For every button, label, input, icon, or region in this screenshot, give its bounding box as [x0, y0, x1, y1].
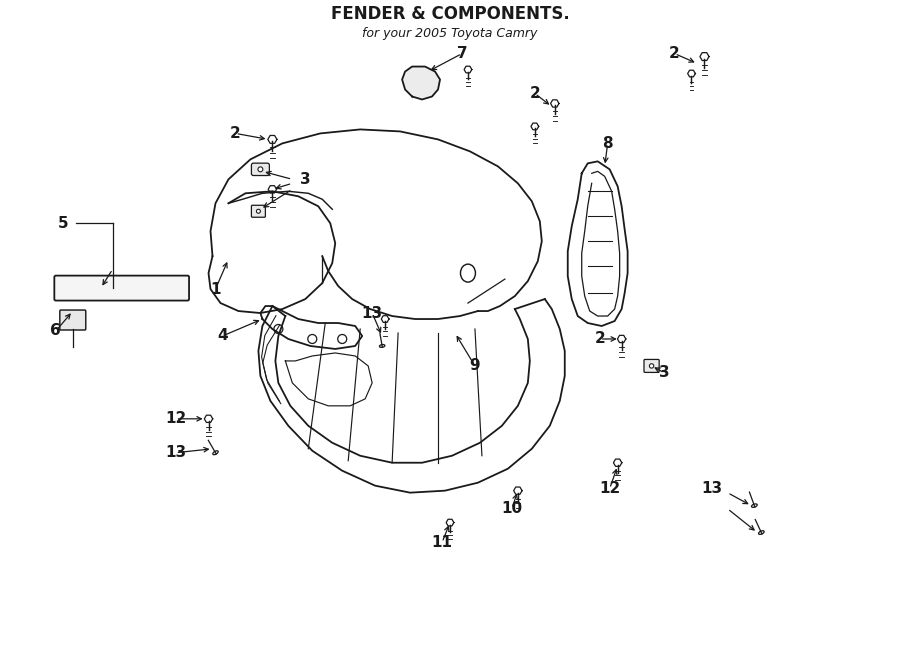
Ellipse shape [256, 210, 260, 214]
Text: 1: 1 [211, 282, 220, 297]
Text: for your 2005 Toyota Camry: for your 2005 Toyota Camry [363, 27, 537, 40]
Text: FENDER & COMPONENTS.: FENDER & COMPONENTS. [330, 5, 570, 22]
Text: 2: 2 [230, 126, 241, 141]
FancyBboxPatch shape [251, 163, 269, 176]
Text: 13: 13 [165, 446, 186, 460]
Text: 2: 2 [594, 331, 605, 346]
Text: 13: 13 [701, 481, 722, 496]
Circle shape [338, 334, 346, 344]
Ellipse shape [650, 364, 653, 368]
Ellipse shape [752, 504, 757, 508]
Text: 12: 12 [599, 481, 620, 496]
Circle shape [274, 325, 283, 334]
Text: 4: 4 [217, 329, 228, 344]
FancyBboxPatch shape [644, 360, 659, 372]
Text: 10: 10 [501, 501, 522, 516]
Ellipse shape [212, 451, 218, 455]
FancyBboxPatch shape [59, 310, 86, 330]
Ellipse shape [461, 264, 475, 282]
Ellipse shape [759, 531, 764, 535]
Text: 3: 3 [659, 366, 670, 381]
Text: 2: 2 [670, 46, 680, 61]
Text: 5: 5 [58, 215, 68, 231]
Text: 2: 2 [529, 86, 540, 101]
Circle shape [308, 334, 317, 344]
Text: 7: 7 [456, 46, 467, 61]
Ellipse shape [380, 344, 385, 348]
Text: 9: 9 [470, 358, 481, 373]
FancyBboxPatch shape [251, 206, 266, 217]
Polygon shape [402, 67, 440, 100]
Text: 6: 6 [50, 323, 61, 338]
Text: 12: 12 [165, 411, 186, 426]
Text: 3: 3 [300, 172, 310, 187]
Text: 8: 8 [602, 136, 613, 151]
FancyBboxPatch shape [54, 276, 189, 301]
Text: 13: 13 [362, 305, 382, 321]
Ellipse shape [258, 167, 263, 172]
Text: 11: 11 [431, 535, 453, 550]
